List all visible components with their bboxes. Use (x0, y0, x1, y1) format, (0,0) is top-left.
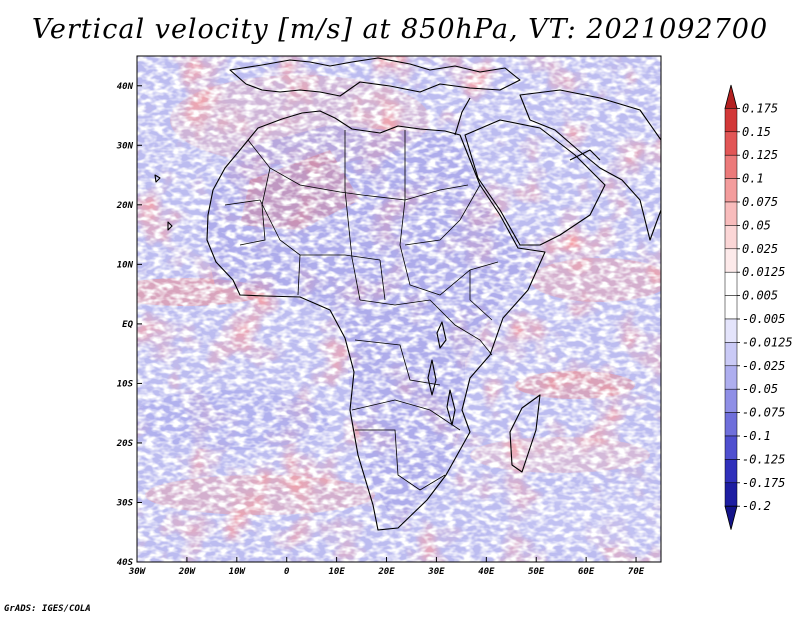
colorbar: 0.175 0.15 0.125 0.1 0.075 0.05 0.025 0.0125 0.0… (724, 84, 793, 530)
lat-label: 10N (117, 260, 134, 270)
colorbar-segment (724, 178, 738, 203)
lon-label: 30W (128, 567, 147, 577)
coastlines (154, 57, 661, 531)
colorbar-label: -0.125 (742, 452, 785, 466)
colorbar-segment (724, 225, 738, 250)
lat-label: 30S (116, 498, 134, 508)
colorbar-label: 0.125 (742, 148, 778, 162)
colorbar-segment (724, 248, 738, 273)
colorbar-label: -0.0125 (742, 335, 793, 349)
lat-label: 10S (117, 379, 134, 389)
lon-label: 20W (178, 567, 197, 577)
credit-text: GrADS: IGES/COLA (4, 604, 91, 614)
colorbar-segment (724, 365, 738, 390)
lat-label: 30N (116, 141, 134, 151)
map-axes: 30W 20W 10W 0 10E 20E 30E 40E 50E 60E 70E 40N 30N 20N… (116, 82, 645, 577)
lon-label: 0 (284, 567, 290, 577)
lat-label: EQ (122, 320, 133, 330)
lon-label: 10E (328, 567, 345, 577)
colorbar-label: -0.005 (742, 312, 785, 326)
colorbar-label: 0.025 (742, 242, 778, 256)
colorbar-label: 0.0125 (742, 265, 785, 279)
lon-label: 70E (628, 567, 645, 577)
map-title: Vertical velocity [m/s] at 850hPa, VT: 2… (31, 14, 769, 45)
colorbar-label: 0.05 (742, 218, 771, 232)
colorbar-segment (724, 131, 738, 156)
colorbar-segment (724, 435, 738, 460)
colorbar-segment (724, 388, 738, 413)
colorbar-segment (724, 295, 738, 320)
lat-label: 20S (116, 439, 134, 449)
plot-frame (136, 55, 662, 563)
lon-label: 10W (229, 567, 247, 577)
colorbar-segment (724, 412, 738, 437)
colorbar-label: 0.1 (742, 172, 764, 186)
colorbar-label: -0.1 (742, 429, 771, 443)
lat-label: 40N (117, 82, 134, 92)
colorbar-label: 0.075 (742, 195, 778, 209)
colorbar-segment (724, 459, 738, 484)
lon-label: 40E (478, 567, 495, 577)
colorbar-segment (724, 342, 738, 367)
lon-label: 50E (528, 567, 545, 577)
colorbar-label: -0.2 (742, 499, 771, 513)
lon-label: 20E (377, 567, 395, 577)
lon-label: 60E (578, 567, 595, 577)
lat-label: 40S (117, 558, 134, 568)
colorbar-bottom-arrow (724, 505, 738, 530)
colorbar-label: 0.175 (742, 101, 778, 115)
country-borders (224, 130, 499, 491)
colorbar-label: 0.005 (742, 289, 778, 303)
colorbar-label: -0.175 (742, 476, 785, 490)
colorbar-label: -0.025 (742, 359, 785, 373)
colorbar-top-arrow (724, 84, 738, 109)
colorbar-segment (724, 318, 738, 343)
colorbar-segment (724, 482, 738, 507)
lat-label: 20N (116, 201, 134, 211)
vertical-velocity-field (137, 56, 661, 562)
colorbar-segment (724, 154, 738, 179)
colorbar-segment (724, 108, 738, 133)
colorbar-label: -0.05 (742, 382, 778, 396)
colorbar-label: -0.075 (742, 406, 785, 420)
colorbar-label: 0.15 (742, 125, 771, 139)
colorbar-segment (724, 271, 738, 296)
lon-label: 30E (427, 567, 445, 577)
colorbar-segment (724, 201, 738, 226)
